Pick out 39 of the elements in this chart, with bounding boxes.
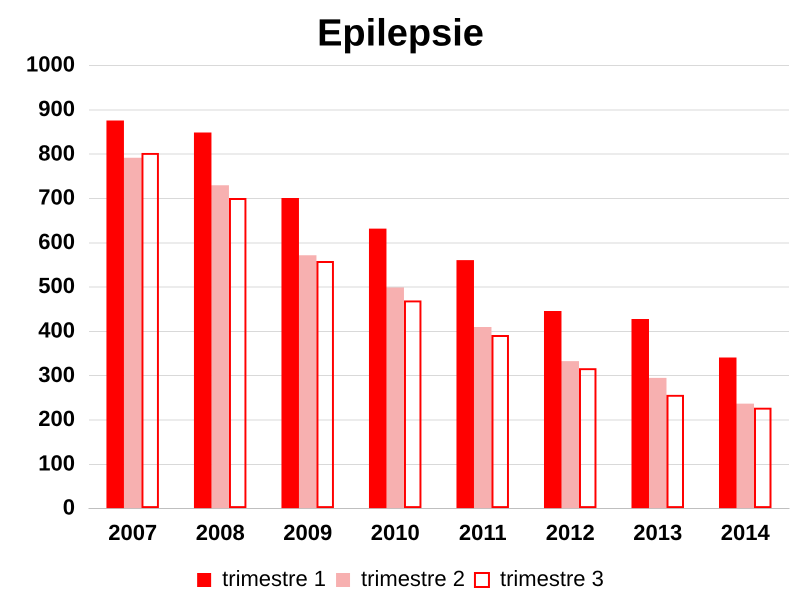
bar bbox=[456, 260, 474, 508]
bar bbox=[281, 198, 299, 508]
x-tick-label: 2013 bbox=[633, 520, 682, 545]
x-tick-label: 2009 bbox=[283, 520, 332, 545]
bar bbox=[106, 120, 124, 508]
y-tick-label: 400 bbox=[38, 317, 75, 342]
bar bbox=[544, 311, 562, 508]
y-tick-label: 1000 bbox=[26, 52, 75, 77]
y-tick-label: 100 bbox=[38, 450, 75, 476]
y-tick-label: 300 bbox=[38, 362, 75, 387]
chart-title: Epilepsie bbox=[317, 12, 484, 54]
bar bbox=[368, 228, 386, 508]
bar bbox=[211, 185, 229, 508]
bar bbox=[561, 361, 579, 508]
bar bbox=[194, 132, 212, 508]
y-tick-label: 500 bbox=[38, 273, 75, 298]
y-tick-label: 600 bbox=[38, 228, 75, 254]
y-tick-label: 200 bbox=[38, 406, 75, 432]
x-tick-label: 2007 bbox=[108, 520, 158, 545]
bar bbox=[648, 378, 666, 508]
x-tick-label: 2010 bbox=[370, 520, 420, 545]
y-tick-label: 800 bbox=[38, 140, 75, 166]
legend-label: trimestre 1 bbox=[222, 566, 326, 592]
y-tick-label: 700 bbox=[38, 184, 75, 210]
y-tick-label: 0 bbox=[62, 494, 75, 520]
bar bbox=[124, 158, 142, 508]
x-tick-label: 2011 bbox=[458, 520, 507, 545]
bar bbox=[631, 318, 649, 508]
x-tick-label: 2012 bbox=[546, 520, 595, 545]
bar bbox=[298, 255, 316, 508]
bar bbox=[386, 288, 404, 508]
legend-label: trimestre 2 bbox=[361, 566, 465, 592]
x-tick-label: 2008 bbox=[196, 520, 245, 545]
bar bbox=[736, 404, 754, 508]
bar bbox=[718, 358, 736, 508]
legend-label: trimestre 3 bbox=[500, 566, 604, 592]
bar bbox=[474, 326, 492, 508]
y-tick-label: 900 bbox=[38, 96, 75, 121]
x-tick-label: 2014 bbox=[720, 520, 770, 545]
